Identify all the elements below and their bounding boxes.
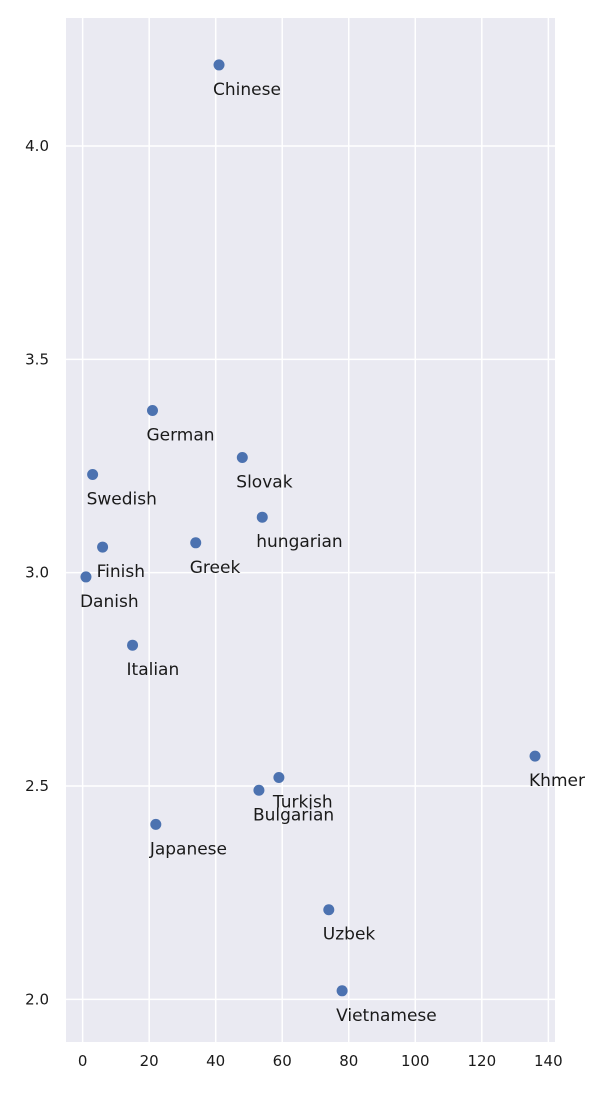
data-point	[87, 469, 99, 481]
point-label: hungarian	[256, 532, 342, 552]
point-label: Swedish	[87, 490, 157, 510]
point-label: Greek	[190, 558, 241, 578]
data-point	[97, 541, 109, 553]
x-tick-label: 80	[339, 1052, 358, 1070]
data-point	[256, 511, 268, 523]
point-labels: Chinese German Swedish Slovak hungarian Finis…	[80, 80, 585, 1026]
x-tick-label: 120	[467, 1052, 496, 1070]
plot-background	[66, 18, 555, 1042]
y-tick-label: 4.0	[25, 137, 49, 155]
data-point	[213, 59, 225, 71]
point-label: Bulgarian	[253, 805, 334, 825]
data-point	[253, 784, 265, 796]
point-label: Italian	[127, 660, 180, 680]
point-label: Chinese	[213, 80, 281, 100]
x-tick-label: 60	[273, 1052, 292, 1070]
x-tick-label: 20	[140, 1052, 159, 1070]
data-point	[150, 818, 162, 830]
x-axis-ticks: 0 20 40 60 80 100 120 140	[78, 1052, 563, 1070]
point-label: Turkish	[272, 792, 333, 812]
data-point	[80, 571, 92, 583]
y-tick-label: 3.0	[25, 564, 49, 582]
point-label: German	[146, 426, 214, 446]
point-label: Uzbek	[323, 925, 376, 945]
y-tick-label: 2.5	[25, 777, 49, 795]
data-point	[323, 904, 335, 916]
data-point	[127, 639, 139, 651]
point-label: Finish	[97, 562, 145, 582]
point-label: Vietnamese	[336, 1006, 437, 1026]
data-point	[236, 451, 248, 463]
point-label: Khmer	[529, 771, 585, 791]
y-tick-label: 2.0	[25, 990, 49, 1008]
point-label: Danish	[80, 592, 139, 612]
point-label: Japanese	[149, 839, 227, 859]
x-tick-label: 140	[534, 1052, 563, 1070]
data-points	[80, 59, 541, 997]
data-point	[146, 405, 158, 417]
data-point	[336, 985, 348, 997]
point-label: Slovak	[236, 472, 292, 492]
y-axis-ticks: 2.0 2.5 3.0 3.5 4.0	[25, 137, 49, 1008]
grid-lines	[66, 18, 555, 1042]
x-tick-label: 40	[206, 1052, 225, 1070]
data-point	[273, 771, 285, 783]
data-point	[529, 750, 541, 762]
y-tick-label: 3.5	[25, 350, 49, 368]
x-tick-label: 0	[78, 1052, 88, 1070]
x-tick-label: 100	[401, 1052, 430, 1070]
data-point	[190, 537, 202, 549]
